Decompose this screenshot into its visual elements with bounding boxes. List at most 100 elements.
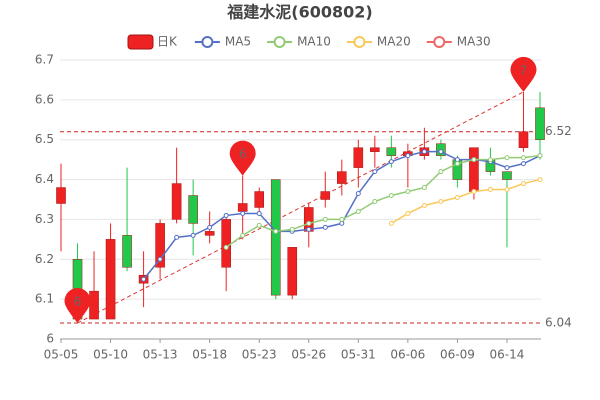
legend-label: MA5 — [225, 35, 251, 49]
ma-point — [388, 159, 394, 165]
ma-point — [405, 153, 411, 159]
pin-label: 6 — [74, 295, 82, 309]
candle-body — [105, 239, 116, 320]
ma-point — [438, 169, 444, 175]
candle-body — [254, 191, 264, 208]
x-tick-label: 06-14 — [490, 348, 525, 362]
x-tick-label: 06-09 — [440, 348, 475, 362]
legend-label: MA30 — [457, 35, 491, 49]
y-tick-label: 6.1 — [35, 292, 54, 306]
ma-point — [207, 224, 213, 230]
trend-line — [77, 91, 524, 324]
chart-title: 福建水泥(600802) — [226, 3, 372, 22]
legend-icon — [127, 34, 154, 50]
legend-icon — [273, 36, 286, 48]
ma-point — [306, 220, 312, 226]
ma-point — [537, 153, 543, 159]
candle-body — [337, 171, 347, 184]
candle-body — [386, 147, 397, 156]
y-tick-label: 6.6 — [35, 92, 54, 106]
candle-body — [320, 191, 331, 200]
ma-point — [372, 169, 378, 175]
ma-point — [372, 198, 378, 204]
candle-body — [287, 247, 298, 296]
ma-point — [223, 212, 229, 218]
candle-body — [237, 203, 248, 212]
ma-point — [405, 210, 411, 216]
candle-body — [502, 171, 512, 180]
pin-label: 7 — [520, 63, 528, 77]
x-tick-label: 05-10 — [93, 348, 128, 362]
legend-label: 日K — [157, 35, 178, 49]
reference-label: 6.04 — [545, 316, 572, 330]
ma-point — [454, 195, 460, 201]
ma-point — [471, 189, 477, 195]
ma-point — [438, 149, 444, 155]
ma-point — [190, 232, 196, 238]
ma-point — [520, 155, 526, 161]
y-tick-label: 6.4 — [35, 172, 54, 186]
ma-point — [504, 165, 510, 171]
x-tick-label: 05-13 — [143, 348, 178, 362]
x-tick-label: 05-18 — [192, 348, 227, 362]
y-tick-label: 6.2 — [35, 252, 54, 266]
ma-line — [225, 154, 541, 248]
ma-point — [471, 157, 477, 163]
ma-point — [256, 210, 262, 216]
candle-body — [155, 223, 165, 268]
candle-body — [204, 231, 215, 236]
ma-point — [487, 187, 493, 193]
ma-point — [141, 276, 147, 282]
ma-line — [390, 178, 541, 225]
pin-marker — [64, 288, 91, 324]
candle-body — [221, 219, 231, 268]
ma-point — [306, 226, 312, 232]
ma-point — [520, 181, 526, 187]
ma-point — [537, 177, 543, 183]
y-tick-label: 6 — [46, 332, 54, 346]
pin-label: 6 — [239, 147, 247, 161]
y-tick-label: 6.7 — [35, 53, 54, 67]
ma-point — [454, 157, 460, 163]
candle-body — [89, 290, 99, 320]
ma-point — [240, 210, 246, 216]
ma-point — [355, 208, 361, 214]
ma-point — [388, 220, 394, 226]
ma-point — [421, 149, 427, 155]
reference-label: 6.52 — [545, 124, 572, 138]
ma-point — [355, 191, 361, 197]
x-tick-label: 05-31 — [341, 348, 376, 362]
candle-body — [535, 107, 545, 140]
ma-point — [339, 216, 345, 222]
ma-point — [273, 228, 279, 234]
ma-point — [322, 216, 328, 222]
ma-point — [504, 155, 510, 161]
ma-point — [421, 202, 427, 208]
ma-point — [339, 220, 345, 226]
ma-point — [240, 232, 246, 238]
candle-body — [518, 131, 529, 148]
x-tick-label: 05-23 — [242, 348, 277, 362]
candle-body — [270, 179, 281, 296]
ma-point — [223, 244, 229, 250]
ma-point — [322, 224, 328, 230]
pin-marker — [229, 140, 256, 176]
candle-body — [171, 183, 182, 220]
ma-point — [504, 187, 510, 193]
legend-icon — [433, 36, 446, 48]
candle-body — [469, 147, 479, 192]
ma-point — [289, 226, 295, 232]
candle-body — [122, 235, 132, 268]
candle-body — [56, 187, 66, 204]
ma-point — [454, 161, 460, 167]
legend-label: MA20 — [377, 35, 411, 49]
x-tick-label: 05-05 — [44, 348, 79, 362]
ma-point — [438, 198, 444, 204]
ma-point — [520, 161, 526, 167]
legend-label: MA10 — [297, 35, 331, 49]
y-tick-label: 6.5 — [35, 132, 54, 146]
x-tick-label: 05-26 — [291, 348, 326, 362]
ma-point — [487, 157, 493, 163]
y-tick-label: 6.3 — [35, 212, 54, 226]
